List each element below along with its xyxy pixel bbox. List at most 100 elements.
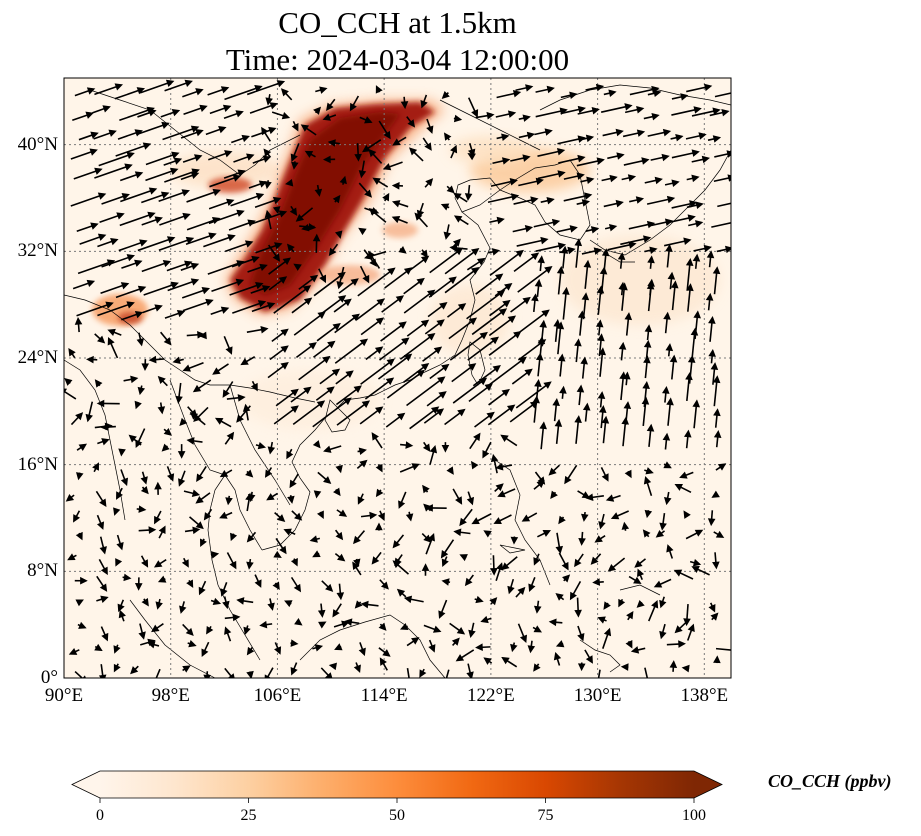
wind-arrow-head [148, 355, 157, 364]
wind-arrow-head [75, 531, 83, 541]
wind-arrow-shaft [271, 331, 286, 342]
wind-arrow-shaft [600, 105, 628, 113]
wind-arrow-shaft [229, 284, 259, 296]
wind-arrow-head [312, 440, 321, 449]
wind-arrow-head [225, 346, 233, 355]
wind-arrow-shaft [513, 198, 534, 205]
wind-arrow-shaft [429, 250, 460, 274]
wind-arrow-head [559, 385, 567, 394]
wind-arrow-head [319, 274, 326, 284]
wind-arrow-head [429, 444, 438, 454]
wind-arrow-shaft [691, 109, 716, 117]
wind-arrow-shaft [78, 133, 95, 141]
wind-arrow-head [621, 521, 630, 530]
lon-tick-label: 130°E [573, 685, 622, 706]
wind-arrow-shaft [336, 402, 367, 426]
wind-arrow-shaft [622, 421, 627, 447]
wind-arrow-head [620, 282, 628, 291]
wind-arrow-head [224, 626, 232, 635]
wind-arrow-head [661, 153, 670, 162]
wind-arrow-head [636, 106, 645, 114]
wind-arrow-head [115, 558, 123, 567]
wind-arrow-head [437, 376, 446, 384]
wind-arrow-shaft [137, 428, 146, 444]
wind-arrow-shaft [196, 406, 209, 419]
wind-arrow-head [464, 193, 473, 202]
lon-tick-label: 138°E [680, 685, 729, 706]
wind-arrow-head [669, 354, 678, 363]
wind-arrow-head [670, 280, 679, 289]
colorbar-extend-min [72, 771, 100, 798]
wind-arrow-head [548, 618, 557, 627]
wind-arrow-shaft [468, 385, 490, 403]
wind-arrow-head [649, 246, 658, 255]
wind-arrow-head [624, 103, 633, 111]
japan-coast [589, 149, 731, 256]
colorbar-tick-label: 0 [96, 807, 104, 824]
wind-arrow-shaft [268, 244, 278, 259]
wind-arrow-shaft [451, 365, 473, 383]
wind-arrow-head [574, 415, 582, 424]
wind-arrow-head [359, 338, 369, 347]
wind-arrow-shaft [644, 667, 649, 678]
wind-arrow-head [222, 104, 232, 112]
wind-arrow-head [501, 388, 510, 397]
wind-arrow-head [646, 423, 655, 432]
wind-arrow-head [287, 495, 295, 504]
wind-arrow-head [76, 472, 84, 481]
wind-arrow-shaft [115, 287, 142, 299]
wind-arrow-head [244, 240, 254, 248]
wind-arrow-shaft [495, 112, 512, 118]
wind-arrow-head [608, 89, 617, 97]
wind-arrow-shaft [650, 220, 669, 227]
wind-arrow-head [140, 476, 148, 485]
wind-arrow-head [314, 644, 324, 652]
wind-arrow-shaft [100, 284, 125, 295]
wind-arrow-head [386, 358, 395, 367]
wind-arrow-head [236, 414, 244, 423]
wind-arrow-head [647, 255, 655, 264]
wind-arrow-shaft [87, 401, 94, 418]
wind-arrow-head [227, 673, 235, 678]
wind-arrow-head [478, 377, 488, 386]
wind-arrow-head [662, 128, 672, 137]
wind-arrow-head [492, 365, 501, 373]
wind-arrow-shaft [623, 159, 645, 166]
wind-arrow-head [544, 266, 553, 274]
wind-arrow-head [110, 238, 119, 246]
wind-arrow-head [90, 131, 99, 139]
wind-arrow-head [200, 538, 207, 548]
wind-arrow-head [176, 309, 186, 318]
wind-arrow-shaft [628, 223, 651, 230]
wind-arrow-head [645, 680, 651, 687]
wind-arrow-shaft [671, 359, 675, 380]
wind-arrow-head [577, 105, 586, 114]
wind-arrow-head [715, 530, 725, 538]
wind-arrow-shaft [251, 128, 273, 138]
wind-arrow-shaft [136, 123, 166, 136]
wind-arrow-head [163, 427, 172, 436]
wind-arrow-head [440, 203, 450, 211]
wind-arrow-head [134, 310, 144, 319]
wind-arrow-head [354, 153, 362, 162]
wind-arrow-head [265, 97, 273, 106]
wind-arrow-head [177, 451, 186, 459]
wind-arrow-head [226, 198, 235, 206]
wind-arrow-shaft [207, 88, 225, 96]
wind-arrow-head [643, 235, 652, 243]
wind-arrow-head [380, 581, 389, 590]
wind-arrow-shaft [186, 362, 204, 370]
wind-arrow-shaft [429, 449, 435, 465]
wind-arrow-shaft [687, 288, 691, 312]
wind-arrow-shaft [254, 198, 277, 208]
wind-arrow-head [524, 368, 533, 377]
wind-arrow-head [220, 86, 230, 94]
wind-arrow-head [139, 239, 148, 247]
colorbar-label: CO_CCH (ppbv) [768, 771, 892, 791]
wind-arrow-head [317, 311, 326, 320]
wind-arrow-head [708, 315, 716, 324]
wind-arrow-shaft [223, 112, 240, 119]
wind-arrow-head [303, 386, 312, 395]
wind-arrow-head [561, 561, 569, 571]
wind-arrow-head [289, 479, 297, 489]
